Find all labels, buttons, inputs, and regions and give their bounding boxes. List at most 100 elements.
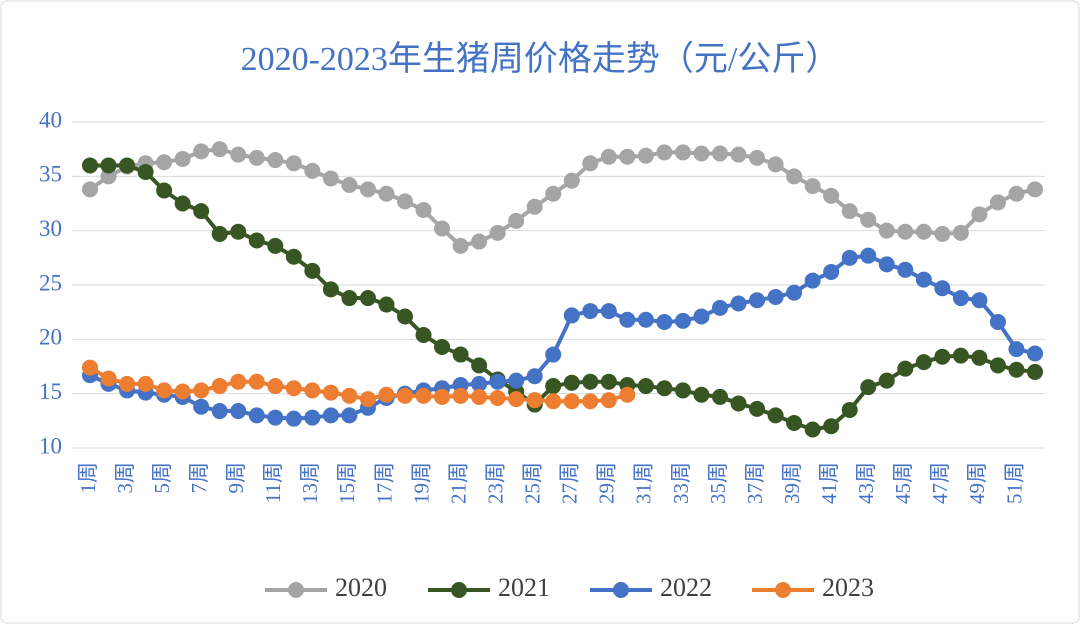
data-point	[545, 185, 562, 202]
data-point	[860, 247, 877, 264]
data-point	[508, 391, 525, 408]
data-point	[230, 223, 247, 240]
chart-title: 2020-2023年生猪周价格走势（元/公斤）	[241, 40, 840, 78]
data-point	[267, 237, 284, 254]
data-point	[693, 308, 710, 325]
legend-marker	[288, 582, 304, 598]
series-line	[89, 253, 1036, 421]
data-point	[841, 249, 858, 266]
data-point	[971, 206, 988, 223]
data-point	[730, 395, 747, 412]
data-point	[489, 224, 506, 241]
data-point	[915, 271, 932, 288]
data-point	[860, 211, 877, 228]
data-point	[897, 223, 914, 240]
data-point	[137, 375, 154, 392]
data-point	[471, 388, 488, 405]
data-point	[600, 373, 617, 390]
data-point	[489, 390, 506, 407]
data-point	[211, 141, 228, 158]
data-point	[952, 224, 969, 241]
data-point	[304, 162, 321, 179]
data-point	[304, 409, 321, 426]
data-point	[471, 375, 488, 392]
data-point	[174, 383, 191, 400]
data-point	[582, 393, 599, 410]
data-point	[119, 375, 136, 392]
x-tick-label: 23周	[483, 462, 507, 504]
data-point	[434, 338, 451, 355]
data-point	[285, 155, 302, 172]
data-point	[1027, 363, 1043, 380]
x-tick-label: 47周	[928, 462, 952, 504]
x-tick-label: 45周	[891, 462, 915, 504]
x-tick-label: 21周	[446, 462, 470, 504]
legend-marker	[451, 582, 467, 598]
data-point	[1027, 345, 1043, 362]
data-point	[193, 143, 210, 160]
data-point	[378, 386, 395, 403]
data-point	[304, 262, 321, 279]
data-point	[712, 388, 728, 405]
data-point	[526, 392, 543, 409]
data-point	[359, 181, 376, 198]
data-point	[341, 407, 358, 424]
data-point	[897, 360, 914, 377]
data-point	[637, 147, 654, 164]
x-tick-label: 41周	[817, 462, 841, 504]
data-point	[767, 288, 784, 305]
data-point	[749, 149, 766, 166]
data-point	[804, 421, 821, 438]
data-point	[526, 198, 543, 215]
data-point	[415, 202, 432, 219]
data-point	[322, 384, 339, 401]
y-tick-label: 30	[39, 216, 62, 241]
y-tick-label: 10	[39, 433, 62, 458]
data-point	[545, 393, 562, 410]
data-point	[304, 382, 321, 399]
x-tick-label: 17周	[372, 462, 396, 504]
data-point	[786, 168, 803, 185]
data-point	[730, 146, 747, 163]
data-point	[619, 148, 636, 165]
data-point	[619, 386, 636, 403]
y-tick-label: 20	[39, 325, 62, 350]
data-point	[193, 203, 210, 220]
data-point	[563, 307, 580, 324]
series-line	[88, 147, 1036, 248]
data-point	[322, 407, 339, 424]
data-point	[582, 155, 599, 172]
data-point	[878, 222, 895, 239]
data-point	[267, 409, 284, 426]
data-point	[193, 382, 210, 399]
data-point	[156, 154, 173, 171]
data-point	[878, 256, 895, 273]
data-point	[526, 368, 543, 385]
data-point	[989, 313, 1006, 330]
data-point	[508, 372, 525, 389]
data-point	[248, 407, 265, 424]
data-point	[934, 348, 951, 365]
data-point	[378, 296, 395, 313]
y-tick-label: 15	[39, 379, 62, 404]
x-tick-label: 49周	[965, 462, 989, 504]
data-point	[600, 303, 617, 320]
data-point	[600, 392, 617, 409]
data-point	[693, 386, 710, 403]
data-point	[989, 357, 1006, 374]
data-point	[489, 373, 506, 390]
data-point	[174, 195, 191, 212]
data-point	[211, 403, 228, 420]
data-point	[619, 311, 636, 328]
x-tick-label: 7周	[187, 462, 211, 494]
data-point	[119, 157, 136, 174]
data-point	[174, 150, 191, 167]
legend-label: 2022	[660, 573, 712, 602]
data-point	[656, 144, 673, 161]
data-point	[100, 370, 117, 387]
data-point	[397, 308, 413, 325]
data-point	[434, 220, 451, 237]
x-tick-label: 43周	[854, 462, 878, 504]
